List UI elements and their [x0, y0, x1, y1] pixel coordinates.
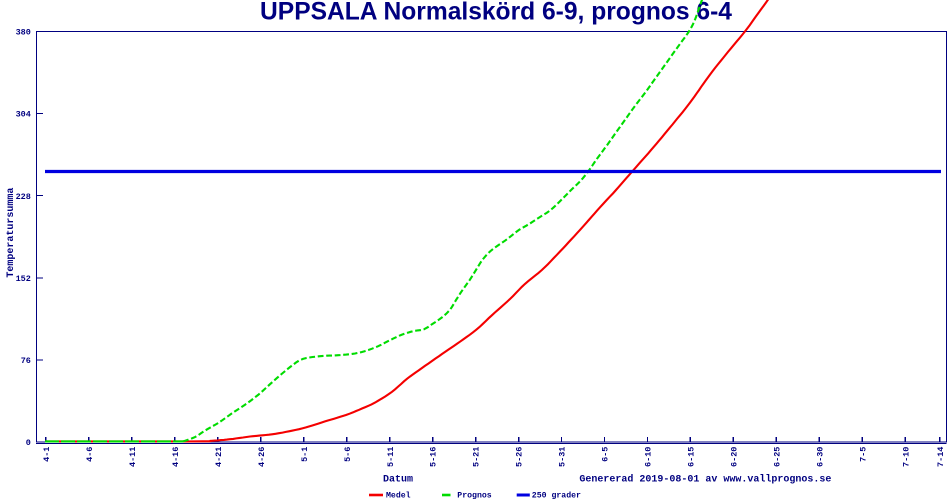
- svg-text:5-26: 5-26: [515, 447, 525, 467]
- svg-text:UPPSALA Normalskörd 6-9, progn: UPPSALA Normalskörd 6-9, prognos 6-4: [260, 0, 732, 25]
- svg-text:4-21: 4-21: [214, 447, 224, 467]
- svg-text:5-16: 5-16: [429, 447, 439, 467]
- svg-text:5-21: 5-21: [472, 447, 482, 467]
- svg-text:5-6: 5-6: [343, 447, 353, 462]
- svg-text:4-11: 4-11: [128, 447, 138, 467]
- svg-text:304: 304: [16, 110, 31, 120]
- svg-text:Datum: Datum: [383, 475, 413, 486]
- svg-text:4-1: 4-1: [42, 447, 52, 462]
- svg-text:0: 0: [26, 438, 31, 448]
- svg-text:6-15: 6-15: [687, 447, 697, 467]
- svg-text:76: 76: [21, 356, 31, 366]
- svg-text:6-5: 6-5: [601, 447, 611, 462]
- svg-text:6-20: 6-20: [730, 447, 740, 467]
- svg-text:5-31: 5-31: [558, 447, 568, 467]
- svg-text:4-6: 4-6: [85, 447, 95, 462]
- svg-text:Temperatursumma: Temperatursumma: [6, 188, 17, 278]
- svg-text:6-30: 6-30: [816, 447, 826, 467]
- svg-text:Genererad 2019-08-01 av www.va: Genererad 2019-08-01 av www.vallprognos.…: [579, 474, 831, 486]
- svg-text:6-10: 6-10: [644, 447, 654, 467]
- svg-text:6-25: 6-25: [773, 447, 783, 467]
- svg-text:4-26: 4-26: [257, 447, 267, 467]
- svg-text:7-14: 7-14: [936, 447, 946, 467]
- svg-text:152: 152: [16, 274, 31, 284]
- svg-text:5-11: 5-11: [386, 447, 396, 467]
- svg-text:228: 228: [16, 192, 31, 202]
- svg-text:5-1: 5-1: [300, 447, 310, 462]
- svg-text:4-16: 4-16: [171, 447, 181, 467]
- svg-text:7-10: 7-10: [901, 447, 911, 467]
- svg-text:380: 380: [16, 28, 31, 38]
- svg-text:Medel: Medel: [386, 490, 411, 500]
- svg-text:250 grader: 250 grader: [532, 490, 581, 500]
- svg-text:Prognos: Prognos: [457, 491, 491, 500]
- svg-text:7-5: 7-5: [858, 447, 868, 462]
